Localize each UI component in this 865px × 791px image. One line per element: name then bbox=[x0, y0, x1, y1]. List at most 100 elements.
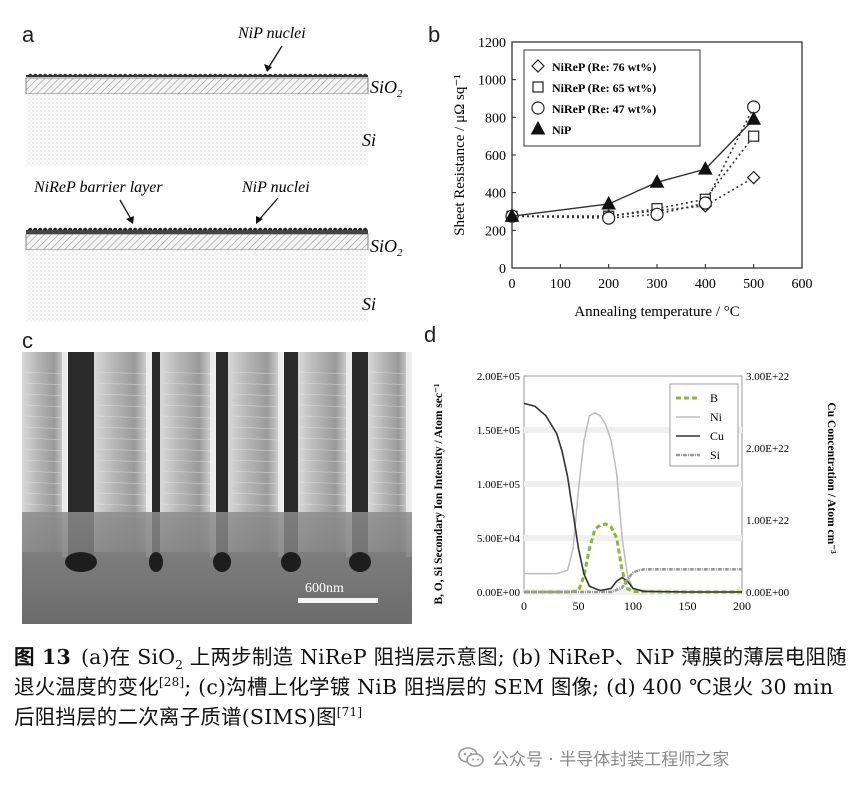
panel-b-legend: NiReP (Re: 76 wt%) NiReP (Re: 65 wt%) NiRe… bbox=[523, 49, 701, 147]
panel-b-x-axis-label: Annealing temperature / °C bbox=[574, 304, 740, 320]
panel-d-chart: 0 50 100 150 2000.00E+005.00E+041.00E+051.50… bbox=[433, 371, 837, 613]
panel-d-x-tick-label: 100 bbox=[624, 599, 642, 613]
panel-b-x-tick-label: 600 bbox=[792, 277, 813, 292]
panel-b-data-point bbox=[746, 170, 761, 185]
panel-d-legend-entry: Ni bbox=[710, 410, 723, 424]
panel-b-chart: 0 100 200 300 400 500 600 0 200 400 600 800 1000 1200… bbox=[452, 36, 813, 320]
si-label-top: Si bbox=[362, 130, 376, 150]
caption-figure-label: 图 13 bbox=[14, 645, 71, 669]
panel-d-series-cu bbox=[523, 402, 742, 593]
si-label-bottom: Si bbox=[362, 294, 376, 314]
panel-b-series-line bbox=[512, 176, 755, 218]
panel-b-x-tick-label: 300 bbox=[647, 277, 668, 292]
watermark-text: 公众号 · 半导体封装工程师之家 bbox=[492, 749, 730, 770]
panel-d-left-tick-label: 1.00E+05 bbox=[477, 479, 521, 491]
panel-c-letter: c bbox=[22, 328, 33, 353]
panel-b-y-tick-label: 1000 bbox=[478, 74, 506, 89]
caption-text-1b: 2 bbox=[175, 658, 184, 673]
panel-b-x-tick-label: 0 bbox=[509, 277, 516, 292]
panel-d-legend: B Ni Cu Si bbox=[669, 383, 739, 467]
panel-d-left-tick-label: 0.00E+00 bbox=[477, 587, 521, 599]
sio2-label-top: SiO2 bbox=[370, 77, 403, 100]
panel-b-legend-marker bbox=[532, 81, 544, 93]
sio2-layer-top bbox=[25, 77, 369, 95]
panel-d-left-axis-label: B, O, Si Secondary Ion Intensity / Atom … bbox=[433, 383, 445, 604]
panel-b-y-tick-label: 800 bbox=[485, 111, 506, 126]
panel-a-schematic: NiP nuclei SiO2 Si NiReP barrier layer N… bbox=[25, 25, 403, 322]
panel-b-series-triangle bbox=[504, 111, 762, 222]
sem-trench bbox=[152, 352, 160, 557]
panel-b-legend-marker bbox=[531, 59, 545, 73]
sem-trench-bottom bbox=[213, 552, 231, 572]
panel-b-y-tick-label: 200 bbox=[485, 224, 506, 239]
panel-b-y-tick-label: 1200 bbox=[478, 36, 506, 51]
panel-d-right-tick-label: 1.00E+22 bbox=[746, 515, 789, 527]
panel-b-x-tick-label: 400 bbox=[695, 277, 716, 292]
figure-caption: 图 13 (a)在 SiO2 上两步制造 NiReP 阻挡层示意图; (b) Ni… bbox=[14, 642, 854, 732]
panel-d-x-tick-label: 200 bbox=[733, 599, 751, 613]
caption-ref-1: [28] bbox=[158, 675, 185, 689]
panel-b-x-tick-label: 200 bbox=[598, 277, 619, 292]
panel-b-data-point bbox=[746, 111, 762, 125]
panel-b-data-point bbox=[748, 130, 760, 142]
panel-d-x-tick-label: 50 bbox=[573, 599, 585, 613]
panel-b-x-tick-label: 100 bbox=[550, 277, 571, 292]
panel-b-legend-entry: NiReP (Re: 65 wt%) bbox=[552, 81, 656, 95]
sem-trench bbox=[216, 352, 228, 557]
panel-d-left-tick-label: 1.50E+05 bbox=[477, 425, 521, 437]
panel-a-top-stack: NiP nuclei SiO2 Si bbox=[25, 25, 403, 166]
panel-b-legend-marker bbox=[530, 120, 546, 135]
nip-nuclei-bottom bbox=[28, 227, 368, 230]
sio2-layer-bottom bbox=[25, 233, 369, 251]
panel-b-data-point bbox=[697, 161, 713, 175]
panel-b-legend-entry: NiP bbox=[552, 123, 571, 137]
panel-d-right-tick-label: 0.00E+00 bbox=[746, 587, 790, 599]
panel-d-right-tick-label: 2.00E+22 bbox=[746, 443, 789, 455]
panel-b-x-tick-label: 500 bbox=[743, 277, 764, 292]
caption-text-1a: (a)在 SiO bbox=[80, 645, 176, 669]
panel-b-y-tick-label: 0 bbox=[499, 262, 506, 277]
caption-ref-2: [71] bbox=[336, 705, 363, 719]
sem-scale-bar: 600nm bbox=[298, 581, 378, 603]
watermark: 公众号 · 半导体封装工程师之家 bbox=[458, 740, 858, 774]
caption-text-2: ; (c)沟槽上化学镀 NiB 阻挡层的 SEM 图像; (d) 400 ℃退火… bbox=[14, 675, 834, 729]
sem-trench bbox=[284, 352, 298, 557]
sem-trench-bottom bbox=[349, 552, 371, 572]
panel-d-legend-entry: Si bbox=[710, 448, 721, 462]
panel-d-letter: d bbox=[424, 322, 437, 347]
panel-a-letter: a bbox=[22, 22, 35, 47]
nip-nuclei-label-bottom: NiP nuclei bbox=[241, 179, 310, 196]
panel-c-sem-image: 600nm bbox=[22, 352, 412, 624]
panel-b-data-point bbox=[504, 208, 520, 222]
sem-trench-bottom bbox=[281, 552, 301, 572]
sem-trench-bottom bbox=[149, 552, 163, 572]
panel-b-letter: b bbox=[428, 22, 441, 47]
panel-d-left-tick-label: 5.00E+04 bbox=[477, 533, 521, 545]
panel-b-legend-marker bbox=[531, 101, 545, 115]
sem-trench-bottom bbox=[65, 552, 97, 572]
panel-d-right-tick-label: 3.00E+22 bbox=[746, 371, 789, 383]
si-substrate-bottom bbox=[26, 250, 368, 322]
panel-b-data-point bbox=[698, 196, 712, 210]
panel-b-y-tick-label: 400 bbox=[485, 187, 506, 202]
panel-a-bottom-stack: NiReP barrier layer NiP nuclei SiO2 Si bbox=[25, 179, 403, 322]
sio2-label-bottom: SiO2 bbox=[370, 236, 403, 259]
panel-b-data-point bbox=[601, 195, 617, 210]
panel-b-data-point bbox=[602, 211, 616, 225]
scale-bar-line bbox=[298, 598, 378, 603]
panel-b-y-tick-label: 600 bbox=[485, 149, 506, 164]
panel-d-right-axis-label: Cu Concentration / Atom cm⁻³ bbox=[825, 402, 837, 554]
panel-b-series-line bbox=[512, 135, 755, 218]
panel-d-legend-entry: Cu bbox=[710, 429, 724, 443]
nip-nuclei-label-top: NiP nuclei bbox=[237, 25, 306, 42]
panel-b-data-point bbox=[650, 207, 664, 221]
panel-d-legend-entry: B bbox=[710, 391, 718, 405]
panel-b-data-point bbox=[649, 174, 665, 188]
panel-d-x-tick-label: 150 bbox=[679, 599, 697, 613]
panel-d-left-tick-label: 2.00E+05 bbox=[477, 371, 521, 383]
sem-trench bbox=[352, 352, 368, 557]
panel-b-legend-entry: NiReP (Re: 47 wt%) bbox=[552, 102, 656, 116]
wechat-icon bbox=[458, 747, 484, 767]
caption-text-1c: 上两步制造 NiReP 阻挡层示意图; (b) NiReP、NiP 薄膜的薄层电… bbox=[14, 645, 847, 699]
